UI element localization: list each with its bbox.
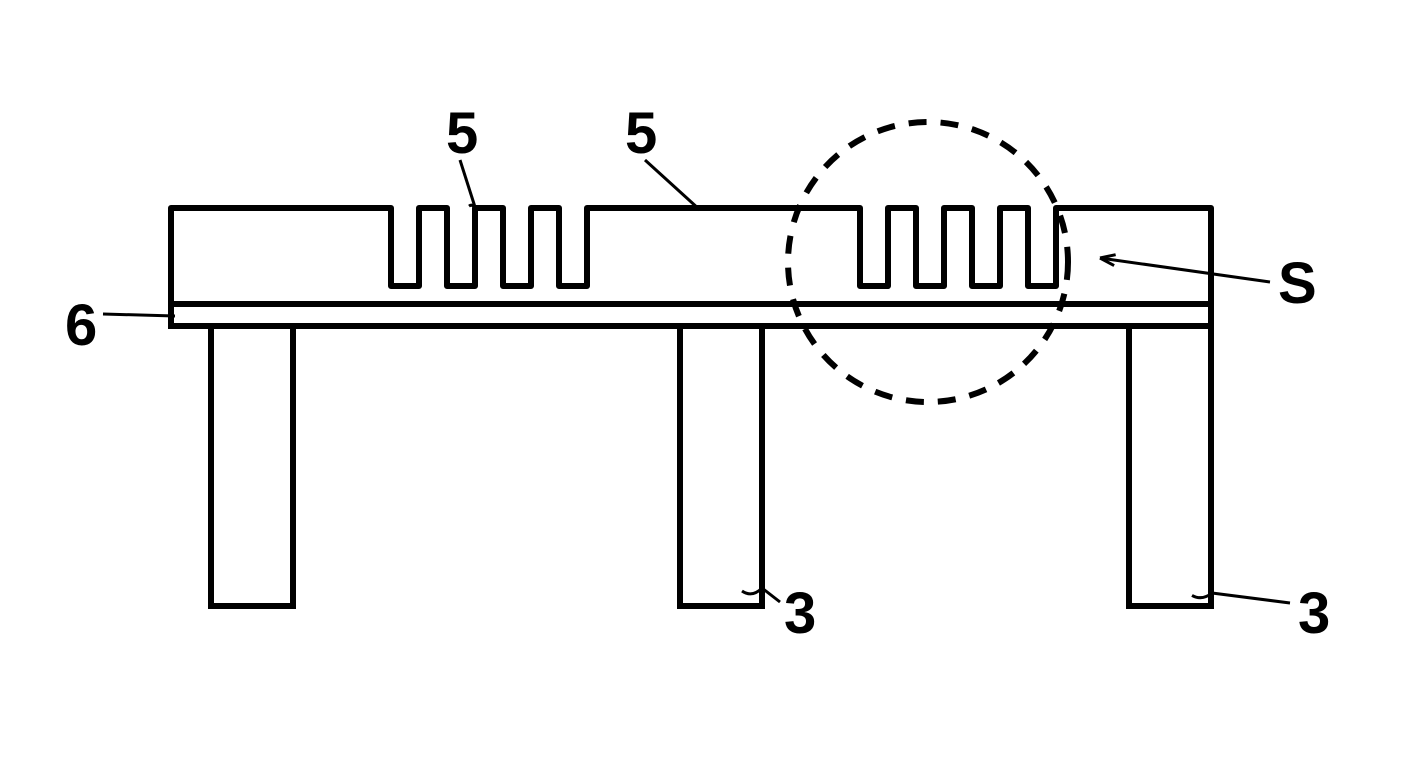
label-S: S — [1278, 250, 1317, 317]
label-5-left: 5 — [446, 100, 478, 167]
label-3-mid: 3 — [784, 580, 816, 647]
label-3-right: 3 — [1298, 580, 1330, 647]
label-5-right: 5 — [625, 100, 657, 167]
schematic-diagram — [0, 0, 1406, 759]
label-6: 6 — [65, 292, 97, 359]
